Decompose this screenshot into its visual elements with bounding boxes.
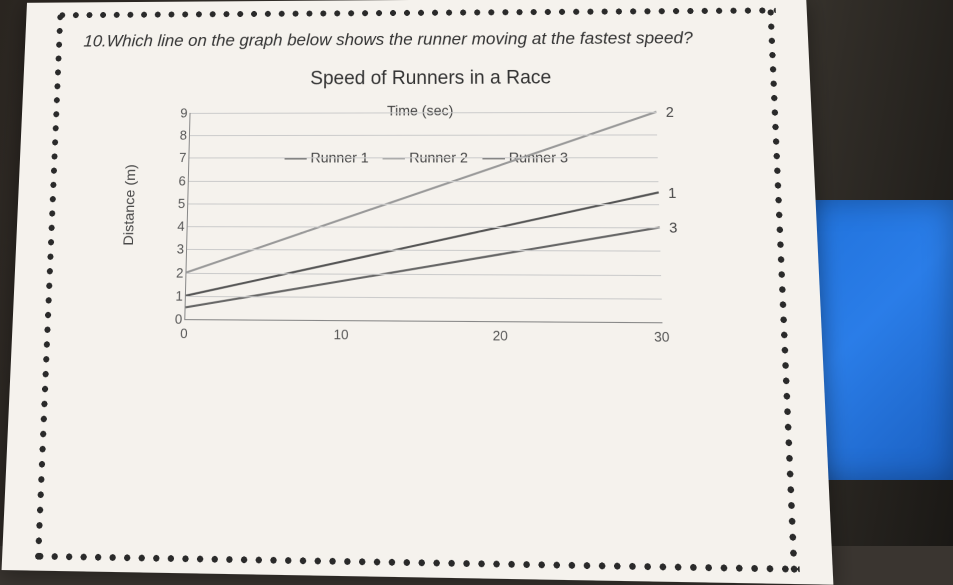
y-tick-label: 5	[167, 196, 185, 211]
y-tick-label: 2	[165, 264, 184, 280]
chart-area: Distance (m) 0123456789 0102030 123 Time…	[131, 101, 717, 398]
border-dots-top	[55, 5, 776, 20]
chart-lines-svg	[185, 112, 662, 322]
border-dots-left	[33, 10, 66, 562]
gridline-h	[189, 158, 657, 159]
y-tick-label: 4	[166, 218, 184, 234]
plot-region	[184, 112, 662, 324]
content-area: 10.Which line on the graph below shows t…	[65, 28, 766, 549]
x-tick-label: 30	[654, 329, 670, 345]
y-tick-label: 6	[168, 173, 186, 188]
y-tick-label: 8	[169, 128, 187, 143]
y-axis-label: Distance (m)	[120, 164, 139, 245]
x-tick-label: 0	[180, 325, 188, 341]
x-tick-label: 10	[333, 326, 348, 342]
x-tick-label: 20	[493, 328, 508, 344]
series-end-label: 1	[668, 184, 677, 201]
border-dots-right	[765, 5, 800, 575]
border-dots-bottom	[33, 551, 800, 575]
y-tick-label: 7	[168, 150, 186, 165]
series-line-runner-1	[186, 192, 662, 298]
chart-title: Speed of Runners in a Race	[121, 66, 748, 91]
series-end-label: 3	[669, 219, 678, 236]
worksheet-paper: 10.Which line on the graph below shows t…	[2, 0, 834, 585]
series-end-label: 2	[665, 104, 674, 120]
y-tick-label: 3	[166, 241, 185, 257]
question-text: 10.Which line on the graph below shows t…	[83, 28, 747, 52]
y-tick-label: 1	[164, 288, 183, 304]
y-tick-label: 9	[169, 105, 187, 120]
